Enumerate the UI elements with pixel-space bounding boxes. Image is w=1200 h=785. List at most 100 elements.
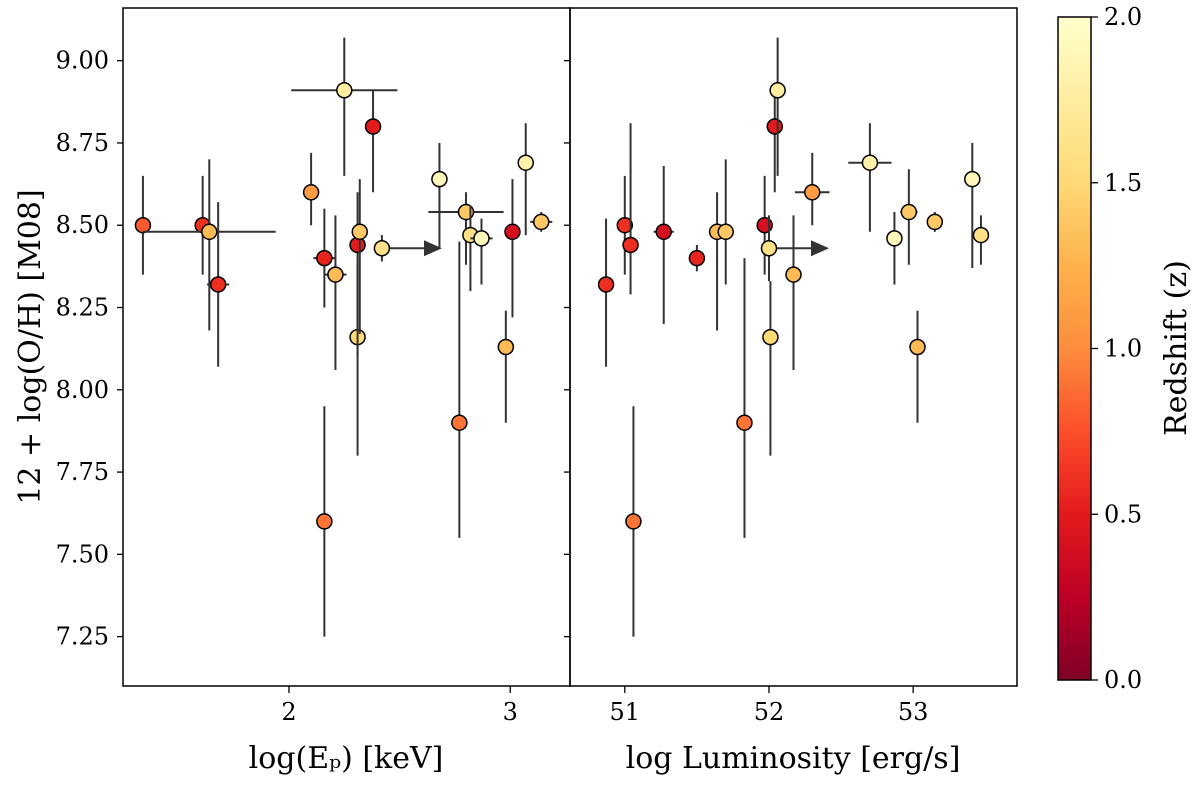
right-data-point (625, 406, 642, 637)
point-marker (785, 266, 802, 283)
left-data-point (316, 406, 333, 637)
colorbar-gradient (1058, 17, 1091, 680)
point-marker (316, 249, 333, 267)
left-data-point (504, 179, 521, 318)
right-x-tick-label: 52 (754, 698, 785, 726)
point-marker (532, 213, 550, 231)
point-marker (201, 223, 218, 241)
left-x-tick-label: 2 (281, 698, 296, 726)
point-marker (766, 118, 784, 135)
left-x-tick-label: 3 (503, 698, 518, 726)
point-marker (769, 82, 786, 99)
right-data-point (762, 281, 779, 456)
point-marker (597, 276, 615, 293)
right-data-point (794, 152, 830, 226)
y-tick-label: 7.75 (56, 458, 109, 486)
point-marker (622, 236, 639, 254)
point-marker (351, 223, 369, 241)
point-marker (861, 154, 879, 171)
colorbar-label: Redshift (z) (1159, 260, 1194, 436)
point-marker (473, 230, 490, 247)
left-data-point (324, 215, 347, 371)
left-data-point (364, 90, 382, 193)
y-axis-label: 12 + log(O/H) [M08] (13, 189, 48, 504)
y-tick-label: 7.50 (56, 540, 109, 568)
right-data-point (653, 165, 674, 324)
point-marker (909, 338, 926, 356)
point-marker (803, 184, 821, 201)
right-data-point (760, 215, 829, 282)
left-data-point (373, 235, 442, 262)
right-data-point (886, 212, 903, 285)
colorbar-tick-label: 1.5 (1104, 169, 1142, 197)
point-marker (517, 154, 534, 171)
left-x-axis-label: log(Eₚ) [keV] (249, 741, 444, 776)
left-data-point (302, 152, 320, 226)
right-data-point (785, 215, 802, 371)
y-tick-label: 8.00 (56, 376, 109, 404)
point-marker (926, 213, 944, 231)
left-data-point (207, 202, 230, 367)
left-data-point (451, 241, 468, 538)
left-data-point (530, 212, 553, 232)
colorbar-tick-label: 0.5 (1104, 500, 1142, 528)
right-data-point (688, 244, 706, 272)
left-panel: 2 3 7.25 7.50 7.75 8.00 8.25 8.50 8.75 9.00 (56, 7, 571, 726)
right-panel: 51 52 53 (564, 7, 1018, 726)
point-marker (616, 216, 634, 234)
right-x-tick-label: 51 (610, 698, 641, 726)
right-data-point (717, 159, 734, 285)
right-data-point (964, 142, 981, 269)
point-marker (336, 82, 353, 99)
point-marker (316, 513, 333, 530)
y-tick-label: 9.00 (56, 47, 109, 75)
right-data-point (736, 258, 753, 538)
y-tick-label: 8.75 (56, 129, 109, 157)
point-marker (451, 414, 468, 431)
right-x-tick-label: 53 (898, 698, 929, 726)
point-marker (886, 230, 903, 247)
right-x-axis-label: log Luminosity [erg/s] (626, 741, 961, 776)
left-data-point (313, 208, 336, 308)
point-marker (717, 223, 734, 241)
right-data-point (622, 123, 639, 295)
y-tick-label: 8.25 (56, 294, 109, 322)
point-marker (504, 223, 521, 241)
left-data-point (291, 37, 398, 176)
point-marker (655, 223, 672, 241)
left-data-point (351, 179, 369, 334)
left-data-point (142, 159, 276, 331)
point-marker (900, 203, 918, 221)
right-data-point (616, 175, 634, 275)
colorbar-tick-label: 2.0 (1104, 3, 1142, 31)
left-data-point (517, 123, 534, 236)
point-marker (497, 338, 515, 356)
point-marker (134, 216, 152, 234)
y-tick-label: 8.50 (56, 211, 109, 239)
point-marker (762, 328, 779, 346)
left-data-point (134, 175, 152, 275)
point-marker (625, 513, 642, 530)
right-data-point (972, 215, 990, 265)
point-marker (972, 226, 990, 244)
colorbar-tick-label: 1.0 (1104, 335, 1142, 363)
point-marker (964, 170, 981, 188)
right-data-point (766, 90, 784, 193)
left-data-point (431, 142, 448, 249)
point-marker (302, 184, 320, 201)
right-data-point (926, 212, 944, 232)
left-data-point (497, 310, 515, 423)
left-data-point (470, 218, 493, 285)
point-marker (688, 249, 706, 267)
point-marker (373, 240, 391, 257)
right-data-point (597, 218, 615, 367)
right-data-point (848, 123, 892, 232)
point-marker (736, 414, 753, 431)
point-marker (431, 170, 448, 188)
y-tick-label: 7.25 (56, 623, 109, 651)
point-marker (327, 266, 344, 283)
right-data-point (769, 37, 786, 176)
colorbar: 0.0 0.5 1.0 1.5 2.0 Redshift (z) (1057, 3, 1194, 694)
point-marker (364, 118, 382, 135)
